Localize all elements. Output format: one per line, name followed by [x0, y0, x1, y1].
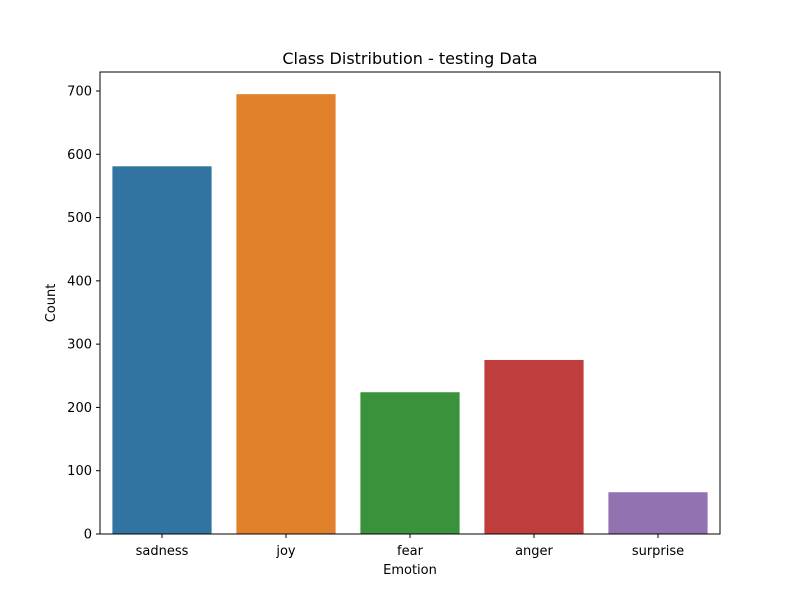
- plot-frame: [99, 71, 721, 535]
- y-axis: 0 100 200 300 400 500 600 700: [67, 84, 100, 543]
- bar-joy: [236, 94, 336, 534]
- x-axis-label: Emotion: [383, 563, 437, 578]
- chart-title: Class Distribution - testing Data: [282, 49, 537, 68]
- x-tick-label-anger: anger: [515, 544, 553, 559]
- bar-fear: [360, 392, 460, 534]
- y-tick-label-0: 0: [84, 528, 92, 543]
- y-tick-label-700: 700: [67, 84, 92, 99]
- y-tick-label-200: 200: [67, 401, 92, 416]
- y-tick-label-400: 400: [67, 274, 92, 289]
- bar-anger: [484, 359, 584, 534]
- x-tick-label-surprise: surprise: [632, 544, 684, 559]
- x-tick-label-fear: fear: [397, 544, 424, 559]
- y-tick-label-300: 300: [67, 338, 92, 353]
- x-axis: sadness joy fear anger surprise: [136, 534, 684, 559]
- bars-group: [112, 94, 708, 534]
- y-tick-label-100: 100: [67, 464, 92, 479]
- y-tick-label-600: 600: [67, 148, 92, 163]
- bar-sadness: [112, 166, 212, 534]
- x-tick-label-joy: joy: [275, 544, 296, 559]
- x-tick-label-sadness: sadness: [136, 544, 189, 559]
- y-tick-label-500: 500: [67, 211, 92, 226]
- y-axis-label: Count: [44, 284, 59, 323]
- bar-surprise: [608, 492, 708, 534]
